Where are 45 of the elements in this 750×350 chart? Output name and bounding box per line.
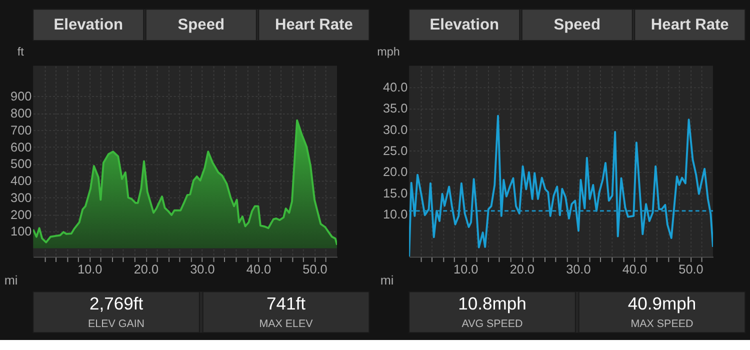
y-axis-title: ft: [17, 46, 25, 59]
text: 10.8mph: [458, 293, 526, 314]
y-tick-label: 300: [10, 190, 32, 205]
x-axis-title: mi: [4, 273, 18, 288]
y-tick-label: 100: [10, 224, 32, 239]
x-tick-label: 10.0: [454, 262, 478, 277]
text: 2,769ft: [89, 293, 144, 314]
x-tick-label: 40.0: [246, 262, 272, 277]
y-tick-label: 900: [10, 90, 32, 104]
x-tick-label: 50.0: [678, 262, 704, 277]
text: AVG SPEED: [462, 318, 524, 330]
text: Elevation: [430, 16, 499, 34]
x-tick-label: 20.0: [510, 262, 534, 277]
y-tick-label: 800: [10, 106, 32, 120]
x-tick-label: 20.0: [134, 262, 158, 277]
y-tick-label: 10.0: [382, 208, 408, 222]
text: Heart Rate: [650, 16, 730, 34]
y-tick-label: 35.0: [382, 102, 408, 116]
y-tick-label: 200: [10, 208, 32, 222]
y-tick-label: 20.0: [382, 165, 408, 180]
y-tick-label: 40.0: [382, 80, 408, 94]
text: Elevation: [54, 16, 124, 34]
text: MAX SPEED: [630, 318, 694, 330]
x-tick-label: 30.0: [566, 262, 591, 277]
y-tick-label: 25.0: [382, 144, 408, 158]
text: 40.9mph: [628, 293, 696, 314]
y-tick-label: 15.0: [382, 186, 408, 200]
line-series: [409, 114, 713, 257]
y-tick-label: 700: [10, 123, 32, 138]
text: Speed: [178, 16, 225, 34]
x-tick-label: 50.0: [302, 262, 328, 277]
x-tick-label: 10.0: [78, 262, 102, 277]
text: ELEV GAIN: [88, 318, 145, 330]
x-tick-label: 40.0: [622, 262, 648, 277]
x-tick-label: 30.0: [190, 262, 215, 277]
y-tick-label: 30.0: [382, 122, 408, 137]
y-axis-title: mph: [377, 46, 400, 59]
y-tick-label: 500: [10, 157, 32, 172]
text: MAX ELEV: [259, 318, 314, 330]
y-tick-label: 400: [10, 174, 32, 188]
y-tick-label: 600: [10, 140, 32, 154]
text: 741ft: [266, 293, 306, 314]
x-axis-title: mi: [380, 273, 394, 288]
text: Heart Rate: [274, 16, 354, 34]
text: Speed: [554, 16, 600, 34]
